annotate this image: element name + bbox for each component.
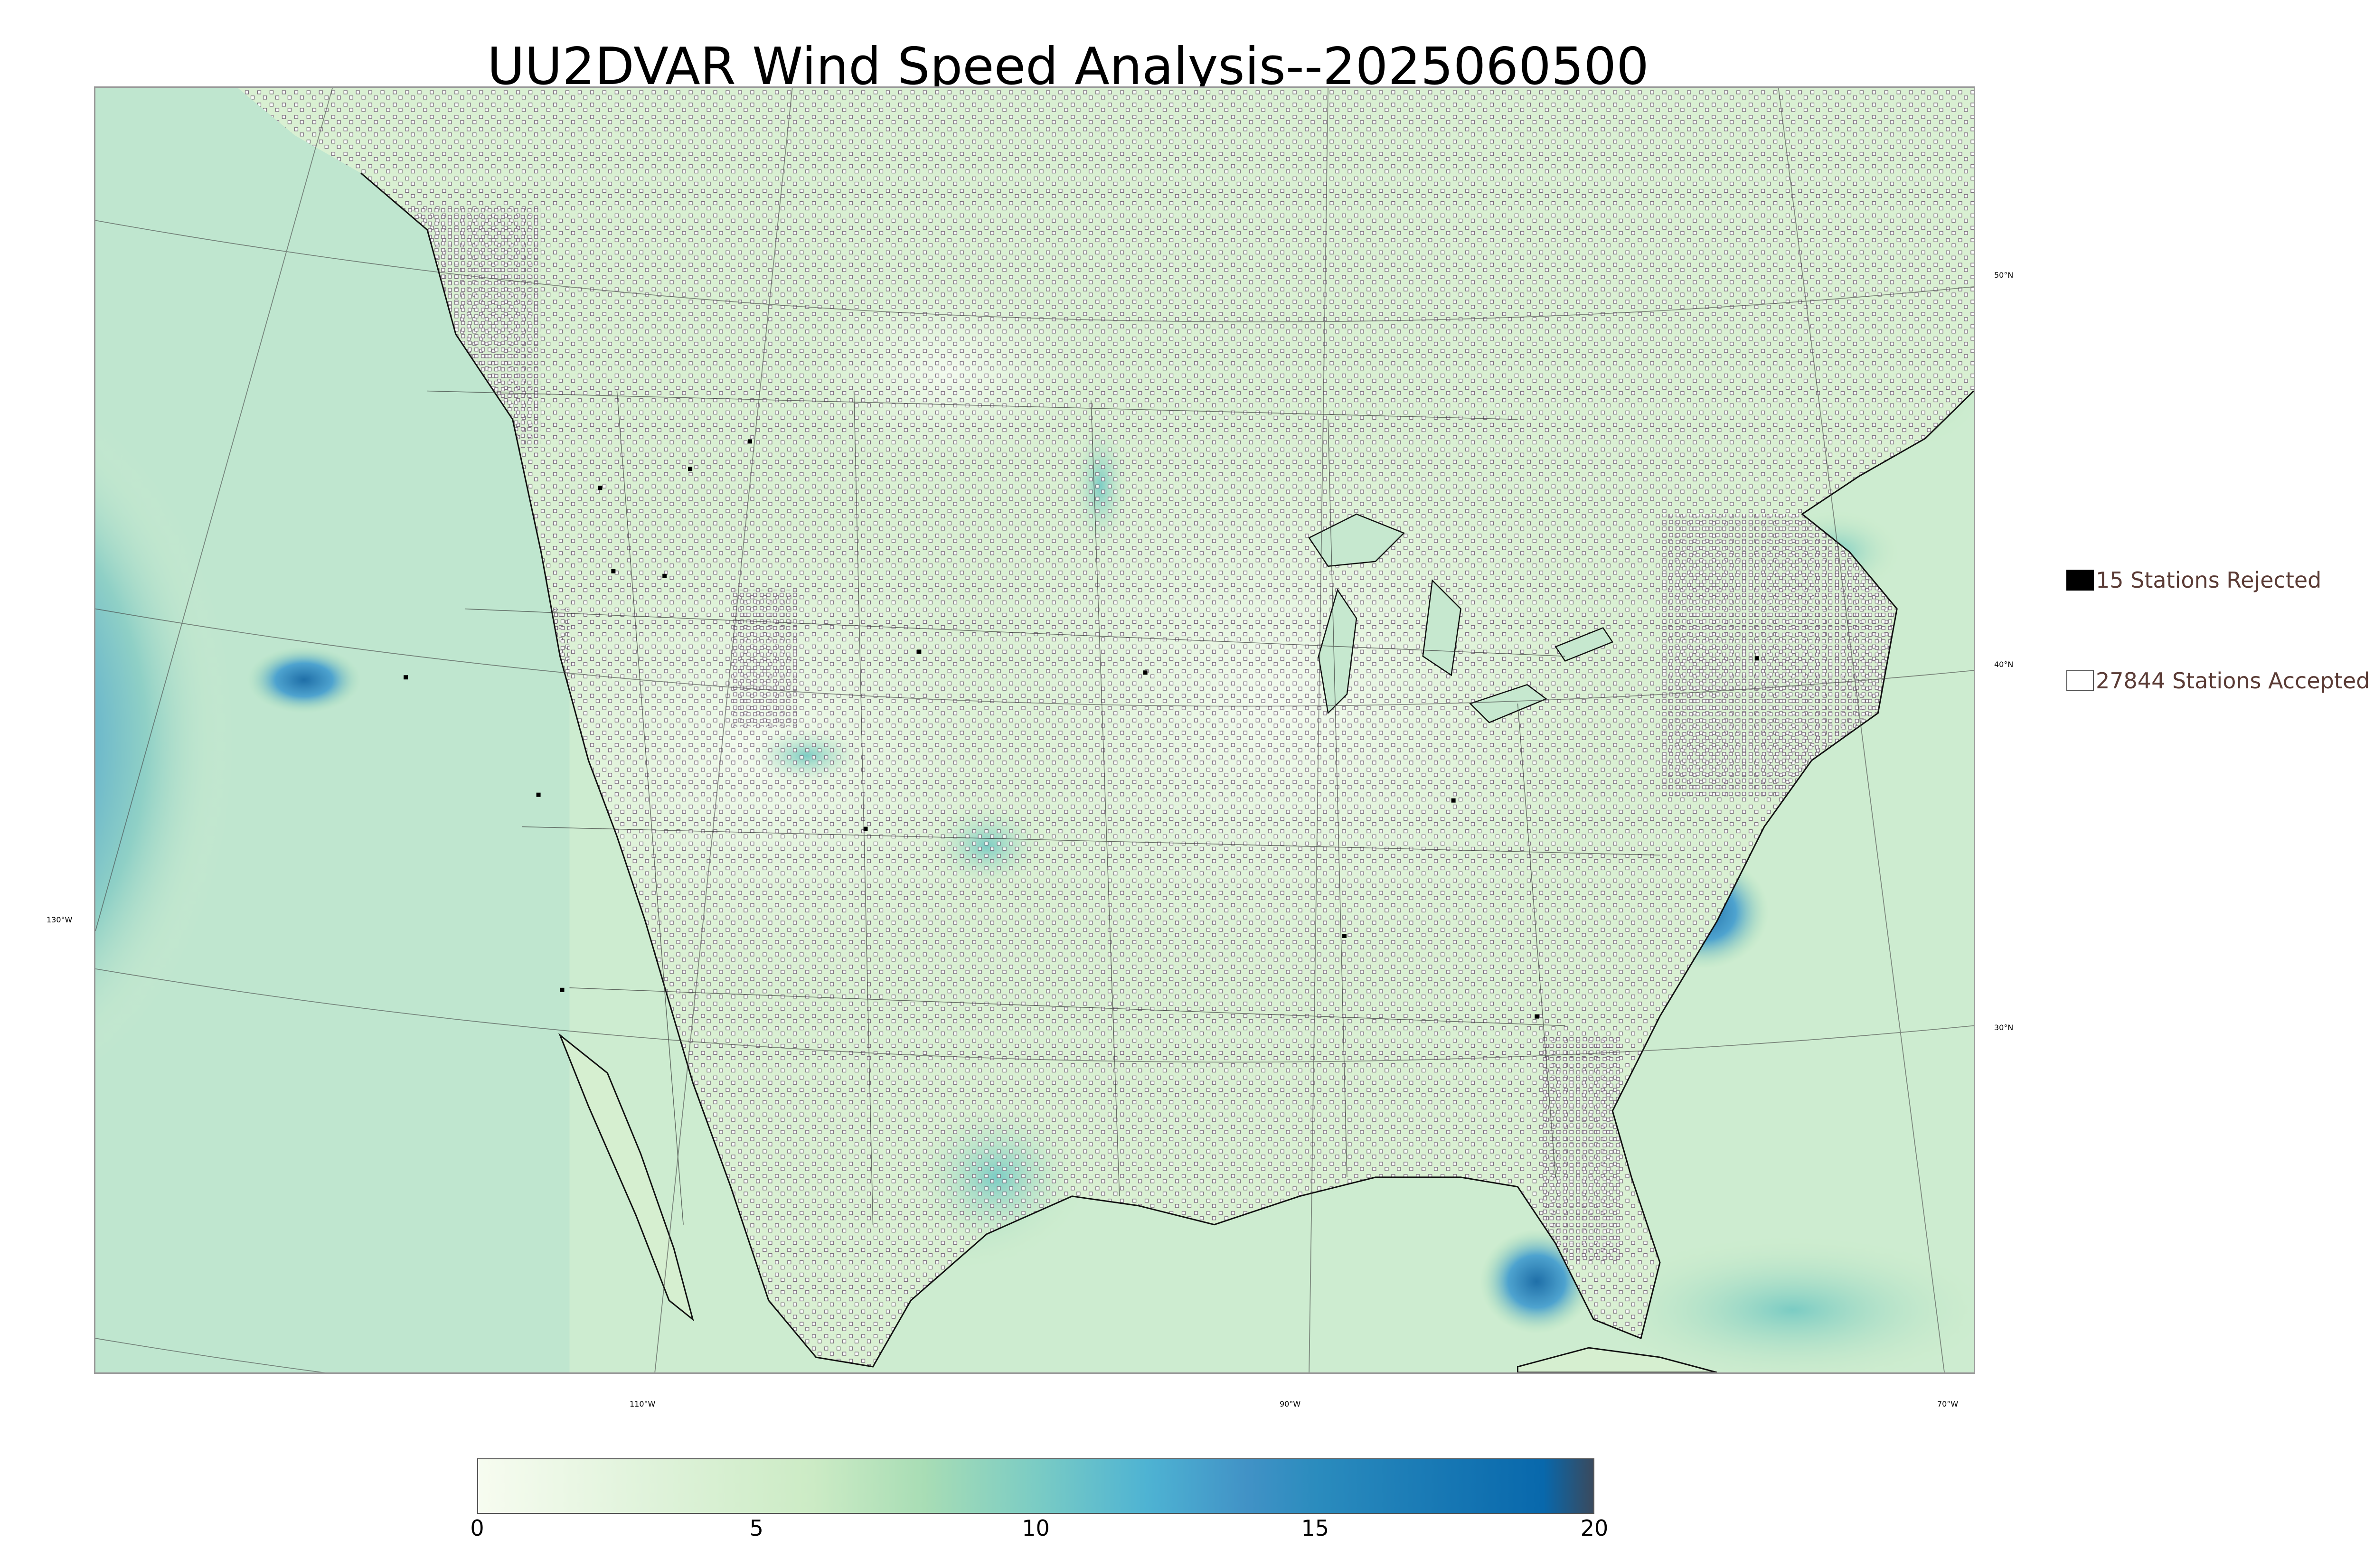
accepted-swatch xyxy=(2066,670,2094,691)
legend-rejected: 15 Stations Rejected xyxy=(2066,566,2321,594)
lat-label-40n: 40°N xyxy=(1994,660,2014,669)
legend-rejected-label: 15 Stations Rejected xyxy=(2096,567,2322,593)
colorbar-tick-label: 5 xyxy=(749,1515,763,1541)
legend-accepted-label: 27844 Stations Accepted xyxy=(2096,668,2370,694)
colorbar-tick-label: 20 xyxy=(1580,1515,1609,1541)
colorbar-tick-label: 0 xyxy=(470,1515,484,1541)
lon-label-110w: 110°W xyxy=(630,1399,656,1408)
colorbar xyxy=(477,1458,1594,1514)
lon-label-90w: 90°W xyxy=(1280,1399,1301,1408)
colorbar-gradient xyxy=(478,1459,1593,1513)
map-panel xyxy=(94,86,1975,1374)
rejected-stations xyxy=(404,439,1759,1019)
lon-label-70w: 70°W xyxy=(1937,1399,1959,1408)
colorbar-tick-label: 10 xyxy=(1022,1515,1050,1541)
rejected-swatch xyxy=(2066,570,2094,591)
lat-label-30n: 30°N xyxy=(1994,1023,2014,1032)
lon-label-130w: 130°W xyxy=(47,915,73,924)
legend-accepted: 27844 Stations Accepted xyxy=(2066,667,2370,695)
wind-speed-map xyxy=(95,88,1974,1372)
lat-label-50n: 50°N xyxy=(1994,271,2014,280)
colorbar-tick-label: 15 xyxy=(1301,1515,1329,1541)
